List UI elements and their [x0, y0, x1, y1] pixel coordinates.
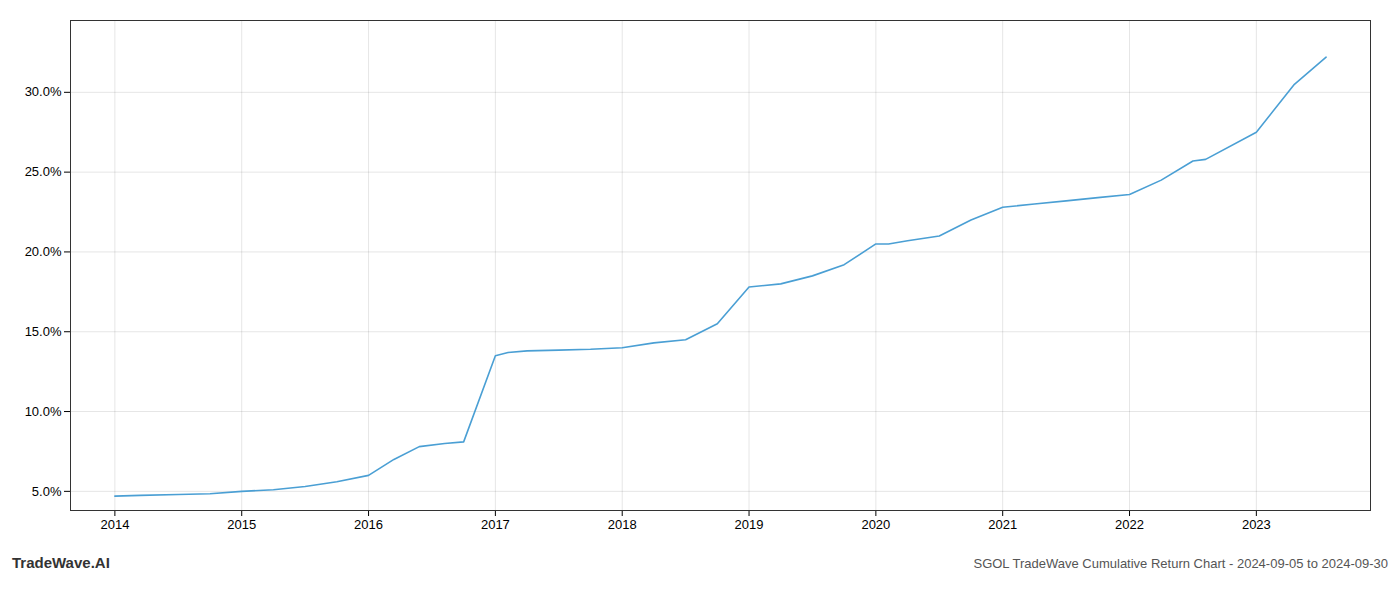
svg-text:2020: 2020 — [861, 517, 890, 532]
svg-text:5.0%: 5.0% — [32, 484, 62, 499]
html-text:TradeWave.AI: TradeWave.AI — [12, 554, 110, 571]
svg-text:15.0%: 15.0% — [25, 324, 62, 339]
html-text:SGOL TradeWave Cumulative Retu: SGOL TradeWave Cumulative Return Chart -… — [973, 556, 1388, 571]
svg-text:2014: 2014 — [100, 517, 129, 532]
svg-text:2017: 2017 — [481, 517, 510, 532]
svg-text:10.0%: 10.0% — [25, 404, 62, 419]
svg-text:2016: 2016 — [354, 517, 383, 532]
svg-text:2019: 2019 — [735, 517, 764, 532]
svg-text:2015: 2015 — [227, 517, 256, 532]
svg-text:25.0%: 25.0% — [25, 164, 62, 179]
svg-text:30.0%: 30.0% — [25, 84, 62, 99]
svg-text:2023: 2023 — [1242, 517, 1271, 532]
svg-text:2022: 2022 — [1115, 517, 1144, 532]
svg-text:2021: 2021 — [988, 517, 1017, 532]
svg-text:20.0%: 20.0% — [25, 244, 62, 259]
svg-text:2018: 2018 — [608, 517, 637, 532]
